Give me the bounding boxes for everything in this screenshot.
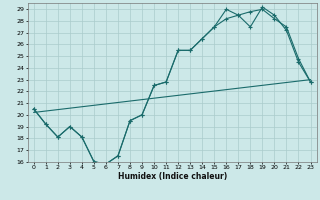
X-axis label: Humidex (Indice chaleur): Humidex (Indice chaleur) bbox=[117, 172, 227, 181]
